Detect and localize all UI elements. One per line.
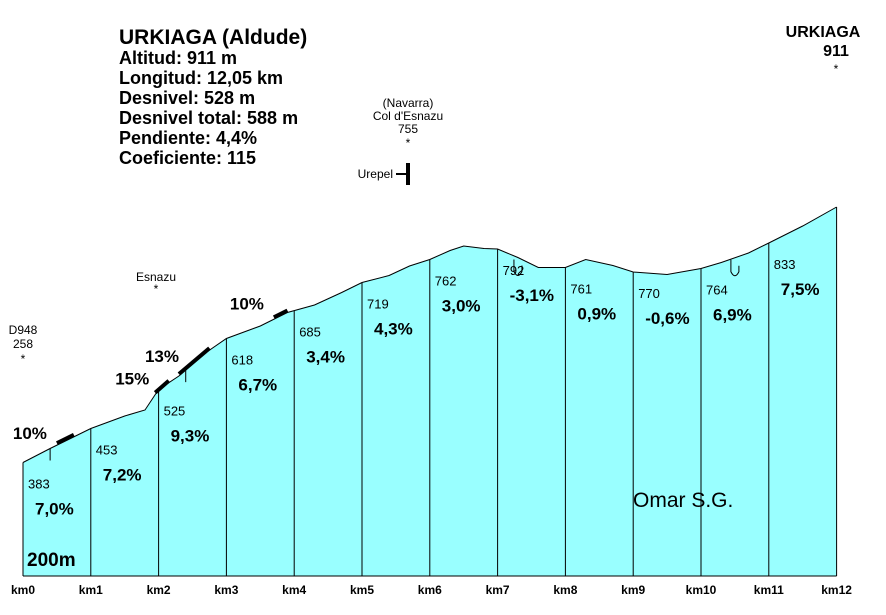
km-tick-label: km5 — [350, 583, 374, 597]
km-gradient-label: 3,0% — [442, 297, 481, 316]
start-altitude: 258 — [13, 337, 33, 351]
km-gradient-label: 9,3% — [171, 427, 210, 446]
km-tick-label: km12 — [821, 583, 852, 597]
km-elevation-label: 762 — [435, 274, 457, 289]
km-elevation-label: 383 — [28, 477, 50, 492]
chart-title: URKIAGA (Aldude) — [119, 26, 307, 49]
steep-section-label: 13% — [145, 347, 179, 366]
km-gradient-label: 4,3% — [374, 320, 413, 339]
info-pendiente: Pendiente: 4,4% — [119, 128, 257, 148]
km-tick-label: km10 — [686, 583, 717, 597]
author-credit: Omar S.G. — [633, 489, 733, 512]
waypoint-esnazu-marker: * — [154, 282, 159, 296]
km-tick-label: km2 — [147, 583, 171, 597]
km-gradient-label: -0,6% — [645, 309, 689, 328]
summit-name: URKIAGA — [786, 24, 861, 41]
km-elevation-label: 685 — [299, 325, 321, 340]
steep-section-label: 15% — [115, 370, 149, 389]
scale-label: 200m — [27, 550, 76, 571]
plot-area: km0 km1 km2 km3 km4 km5 km6 km7 km8 km9 km10 km11 km… — [11, 206, 852, 597]
km-elevation-label: 618 — [231, 353, 253, 368]
km-tick-label: km11 — [754, 583, 784, 597]
hairpin-icon — [513, 259, 523, 276]
km-elevation-label: 453 — [96, 443, 118, 458]
km-tick-label: km3 — [214, 583, 238, 597]
km-tick-label: km4 — [282, 583, 306, 597]
steep-section-marker — [177, 346, 211, 376]
info-desnivel-total: Desnivel total: 588 m — [119, 108, 298, 128]
km-elevation-label: 764 — [706, 283, 728, 298]
km-gradient-label: 6,7% — [238, 376, 277, 395]
km-gradient-label: 7,5% — [781, 280, 820, 299]
info-desnivel: Desnivel: 528 m — [119, 88, 255, 108]
summit-marker: * — [834, 62, 839, 76]
info-longitud: Longitud: 12,05 km — [119, 68, 283, 88]
km-elevation-label: 770 — [638, 286, 660, 301]
start-marker: * — [21, 352, 26, 366]
waypoint-col-name: Col d'Esnazu — [373, 109, 443, 123]
km-elevation-label: 761 — [570, 282, 592, 297]
km-gradient-label: 0,9% — [577, 305, 616, 324]
km-elevation-label: 525 — [164, 404, 186, 419]
waypoint-col-marker: * — [406, 136, 411, 150]
km-tick-label: km9 — [621, 583, 645, 597]
waypoint-urepel-name: Urepel — [358, 167, 393, 181]
steep-section-marker — [56, 433, 75, 445]
steep-section-label: 10% — [13, 424, 47, 443]
km-gradient-label: 3,4% — [306, 348, 345, 367]
steep-section-marker — [153, 379, 171, 395]
info-altitud: Altitud: 911 m — [119, 48, 237, 68]
km-elevation-label: 833 — [774, 257, 796, 272]
km-elevation-label: 719 — [367, 297, 389, 312]
km-gradient-label: 7,0% — [35, 500, 74, 519]
steep-section-marker — [272, 308, 289, 320]
summit-altitude: 911 — [823, 43, 849, 60]
waypoint-col-altitude: 755 — [398, 122, 418, 136]
km-tick-label: km8 — [553, 583, 577, 597]
hairpin-icon — [730, 259, 740, 277]
waypoint-col-region: (Navarra) — [383, 96, 434, 110]
steep-section-label: 10% — [230, 294, 264, 313]
km-tick-label: km6 — [418, 583, 442, 597]
km-gradient-label: 7,2% — [103, 466, 142, 485]
info-coeficiente: Coeficiente: 115 — [119, 148, 256, 168]
km-tick-label: km0 — [11, 583, 35, 597]
km-tick-label: km1 — [79, 583, 103, 597]
km-gradient-label: 6,9% — [713, 306, 752, 325]
start-road-label: D948 — [9, 323, 38, 337]
waypoint-esnazu-name: Esnazu — [136, 270, 176, 284]
km-tick-label: km7 — [486, 583, 510, 597]
km-gradient-label: -3,1% — [510, 286, 554, 305]
